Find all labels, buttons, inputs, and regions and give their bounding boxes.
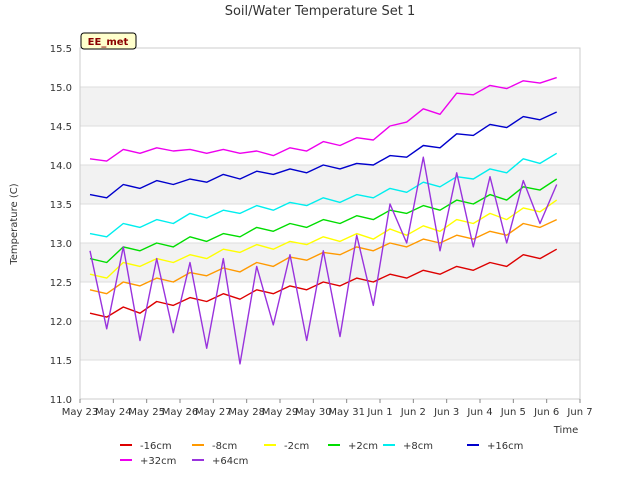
legend-label: +32cm — [140, 456, 176, 467]
plot-background — [80, 87, 580, 360]
series-line-+32cm — [89, 76, 557, 162]
legend-label: -2cm — [284, 441, 309, 452]
x-tick-label: May 31 — [328, 407, 365, 418]
x-tick-label: Jun 1 — [366, 407, 392, 418]
y-tick-label: 11.5 — [50, 356, 72, 367]
legend-label: -16cm — [140, 441, 172, 452]
y-tick-label: 12.0 — [50, 317, 72, 328]
x-tick-label: May 27 — [195, 407, 232, 418]
x-tick-label: May 25 — [128, 407, 165, 418]
grid-band — [80, 321, 580, 360]
x-tick-label: May 30 — [295, 407, 332, 418]
y-tick-label: 12.5 — [50, 278, 72, 289]
grid-band — [80, 87, 580, 126]
series-layer — [89, 76, 558, 365]
legend-label: +64cm — [212, 456, 248, 467]
y-tick-label: 14.0 — [50, 161, 72, 172]
y-tick-label: 15.5 — [50, 44, 72, 55]
y-axis: 11.0 11.5 12.0 12.5 13.0 13.5 14.0 14.5 15.0 15.5 — [50, 44, 72, 406]
series-line-+16cm — [89, 111, 557, 199]
series-line-+64cm — [89, 156, 558, 365]
x-tick-label: May 29 — [262, 407, 299, 418]
y-tick-label: 14.5 — [50, 122, 72, 133]
legend-label: +16cm — [487, 441, 523, 452]
y-tick-label: 15.0 — [50, 83, 72, 94]
y-tick-label: 11.0 — [50, 395, 72, 406]
series-line-+8cm — [89, 152, 558, 238]
chart-title: Soil/Water Temperature Set 1 — [225, 4, 416, 19]
x-tick-label: May 26 — [162, 407, 199, 418]
x-tick-label: May 23 — [62, 407, 99, 418]
legend-label: +2cm — [348, 441, 378, 452]
x-axis-label: Time — [553, 425, 578, 436]
series-line--16cm — [89, 248, 558, 318]
x-tick-label: Jun 2 — [400, 407, 426, 418]
y-tick-label: 13.5 — [50, 200, 72, 211]
x-tick-label: Jun 7 — [566, 407, 592, 418]
legend: -16cm -8cm -2cm +2cm +8cm +16cm +32cm +64cm — [120, 441, 523, 467]
legend-label: -8cm — [212, 441, 237, 452]
x-tick-label: Jun 6 — [533, 407, 559, 418]
x-tick-label: May 24 — [95, 407, 132, 418]
station-label: EE_met — [88, 37, 129, 48]
grid-band — [80, 165, 580, 204]
legend-label: +8cm — [403, 441, 433, 452]
series-line--2cm — [89, 199, 558, 279]
plot-frame — [79, 47, 581, 400]
station-badge: EE_met — [80, 32, 137, 50]
y-tick-label: 13.0 — [50, 239, 72, 250]
y-axis-label: Temperature (C) — [9, 183, 20, 265]
grid-band — [80, 243, 580, 282]
series-line-+2cm — [89, 178, 558, 264]
x-tick-label: Jun 3 — [433, 407, 459, 418]
x-tick-label: Jun 4 — [466, 407, 492, 418]
x-tick-label: Jun 5 — [500, 407, 526, 418]
x-tick-label: May 28 — [228, 407, 265, 418]
